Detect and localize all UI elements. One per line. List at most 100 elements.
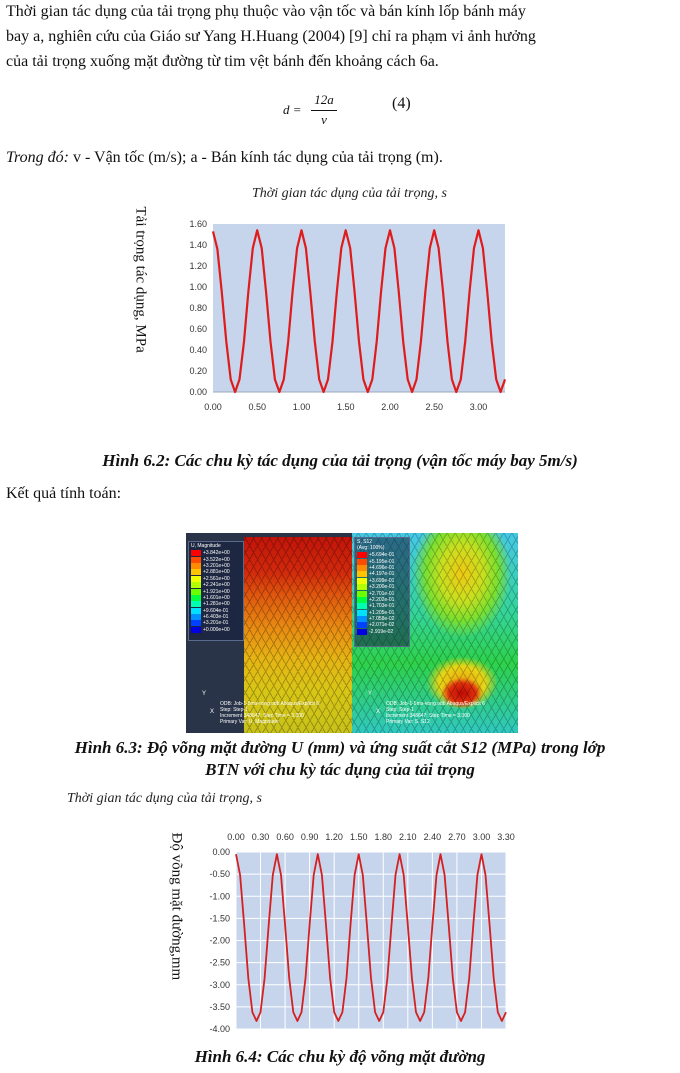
legend-swatch <box>191 588 201 595</box>
legend-value: +6.403e-01 <box>203 614 229 621</box>
fem-left-panel: U, Magnitude +3.842e+00 +3.522e+00 +3.201e… <box>186 533 352 733</box>
legend-value: -2.919e-02 <box>369 628 394 635</box>
legend-entry: +6.403e-01 <box>191 614 241 621</box>
fem-right-footer-line: ODB: Job-1-5ms-vong.odb Abaqus/Explicit … <box>386 701 485 707</box>
legend-entry: +9.604e-01 <box>191 607 241 614</box>
legend-value: +3.201e-01 <box>203 620 229 627</box>
chart2-y-tick: -3.50 <box>209 1002 230 1012</box>
legend-value: +5.195e-01 <box>369 558 395 565</box>
legend-entry: +5.195e-01 <box>357 558 407 565</box>
chart1-y-tick: 1.20 <box>189 261 207 271</box>
chart1-y-tick: 1.00 <box>189 282 207 292</box>
legend-swatch <box>357 552 367 559</box>
chart2-x-tick: 3.30 <box>497 832 515 842</box>
legend-swatch <box>191 594 201 601</box>
where-prefix: Trong đó: <box>6 149 69 166</box>
fem-right-footer-line: Increment 348647: Step Time = 3.300 <box>386 713 470 719</box>
legend-entry: +1.601e+00 <box>191 594 241 601</box>
legend-swatch <box>357 622 367 629</box>
formula: d = 12a v <box>283 92 363 132</box>
legend-value: +1.921e+00 <box>203 588 230 595</box>
fem-left-axis-x: X <box>210 709 215 715</box>
fem-left-footer: ODB: Job-1-5ms-vong.odb Abaqus/Explicit … <box>220 701 320 725</box>
fem-right-footer-line: Step: Step-1 <box>386 707 414 713</box>
fem-right-legend-subtitle: (Avg: 100%) <box>357 545 385 551</box>
results-label: Kết quả tính toán: <box>6 485 122 502</box>
chart2-x-tick: 2.40 <box>424 832 442 842</box>
chart1-x-tick: 0.00 <box>204 402 222 412</box>
chart2-x-tick: 1.80 <box>375 832 393 842</box>
chart1-ylabel: Tải trọng tác dụng, MPa <box>132 206 149 353</box>
legend-swatch <box>357 628 367 635</box>
chart2-y-tick: 0.00 <box>212 847 230 857</box>
legend-value: +2.881e+00 <box>203 569 230 576</box>
legend-value: +3.842e+00 <box>203 550 230 557</box>
fem-left-contour <box>244 537 352 733</box>
figure1-caption: Hình 6.2: Các chu kỳ tác dụng của tải tr… <box>102 451 578 470</box>
chart1-y-tick: 0.60 <box>189 324 207 334</box>
figure2-caption-line-1: Hình 6.3: Độ võng mặt đường U (mm) và ứn… <box>74 738 606 757</box>
chart2-y-tick: -0.50 <box>209 869 230 879</box>
legend-value: +2.561e+00 <box>203 575 230 582</box>
legend-entry: +4.197e-01 <box>357 571 407 578</box>
fem-left-mesh <box>244 537 352 733</box>
chart1-svg: 0.00 0.20 0.40 0.60 0.80 1.00 1.20 1.40 1.60 0.00… <box>189 219 507 412</box>
legend-value: +2.701e-01 <box>369 590 395 597</box>
legend-entry: +2.881e+00 <box>191 569 241 576</box>
legend-entry: +2.701e-01 <box>357 590 407 597</box>
fem-left-footer-line: Increment 348647: Step Time = 3.300 <box>220 713 304 719</box>
legend-swatch <box>191 601 201 608</box>
where-line: Trong đó: v - Vận tốc (m/s); a - Bán kín… <box>6 146 443 169</box>
chart2-svg: 0.00 -0.50 -1.00 -1.50 -2.00 -2.50 -3.00 -3.50 -… <box>209 832 515 1034</box>
intro-line-1: Thời gian tác dụng của tải trọng phụ thu… <box>6 3 526 20</box>
legend-value: +9.604e-01 <box>203 607 229 614</box>
legend-swatch <box>191 569 201 576</box>
legend-swatch <box>357 571 367 578</box>
legend-value: +0.000e+00 <box>203 626 230 633</box>
legend-entry: -2.919e-02 <box>357 628 407 635</box>
chart2-x-tick: 0.90 <box>301 832 319 842</box>
chart2-y-tick: -1.00 <box>209 891 230 901</box>
fem-left-legend: U, Magnitude +3.842e+00 +3.522e+00 +3.201e… <box>188 541 244 641</box>
legend-entry: +0.000e+00 <box>191 626 241 633</box>
legend-entry: +2.202e-01 <box>357 596 407 603</box>
chart2-x-tick: 0.60 <box>276 832 294 842</box>
legend-swatch <box>191 562 201 569</box>
legend-value: +3.201e+00 <box>203 562 230 569</box>
chart1-x-tick: 0.50 <box>248 402 266 412</box>
chart2-y-tick: -2.00 <box>209 936 230 946</box>
chart2-x-tick: 0.30 <box>252 832 270 842</box>
legend-entry: +3.201e-01 <box>191 620 241 627</box>
chart2-x-tick: 0.00 <box>227 832 245 842</box>
legend-swatch <box>357 590 367 597</box>
legend-entry: +1.205e-01 <box>357 609 407 616</box>
legend-value: +1.703e-01 <box>369 603 395 610</box>
legend-value: +3.699e-01 <box>369 577 395 584</box>
fem-left-axis-y: Y <box>202 691 207 697</box>
legend-swatch <box>191 582 201 589</box>
legend-entry: +2.071e-02 <box>357 622 407 629</box>
chart1-x-tick: 1.00 <box>293 402 311 412</box>
formula-lhs: d = <box>283 102 302 117</box>
formula-numerator: 12a <box>314 92 334 107</box>
legend-value: +2.241e+00 <box>203 582 230 589</box>
legend-swatch <box>357 609 367 616</box>
legend-entry: +3.842e+00 <box>191 550 241 557</box>
fem-right-footer-line: Primary Var: S, S12 <box>386 719 430 725</box>
legend-value: +1.281e+00 <box>203 601 230 608</box>
legend-swatch <box>357 558 367 565</box>
chart1-x-tick: 2.00 <box>381 402 399 412</box>
legend-entry: +1.703e-01 <box>357 603 407 610</box>
fem-left-footer-line: Primary Var: U, Magnitude <box>220 719 279 725</box>
chart2-ylabel: Độ võng mặt đường,mm <box>168 832 185 981</box>
legend-swatch <box>357 596 367 603</box>
fem-left-legend-title: U, Magnitude <box>191 543 221 549</box>
legend-entry: +7.058e-02 <box>357 616 407 623</box>
fem-right-axis-y: Y <box>368 691 373 697</box>
legend-entry: +3.200e-01 <box>357 584 407 591</box>
formula-number: (4) <box>392 95 411 112</box>
fem-right-footer: ODB: Job-1-5ms-vong.odb Abaqus/Explicit … <box>386 701 485 725</box>
formula-denominator: v <box>321 112 327 127</box>
chart1-title: Thời gian tác dụng của tải trọng, s <box>252 186 447 201</box>
fem-right-legend-title: S, S12 <box>357 539 373 545</box>
